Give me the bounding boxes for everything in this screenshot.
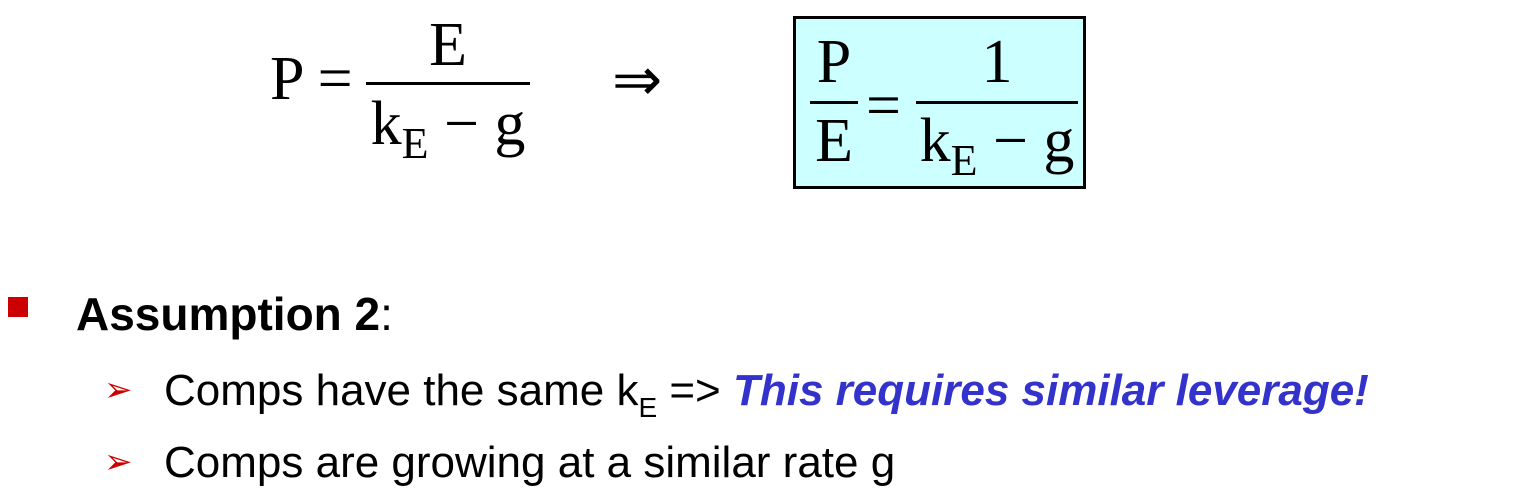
item-text: Comps are growing at a similar rate g [164,438,896,487]
assumption-label: Assumption 2 [76,288,381,340]
item-connector: => [657,366,733,415]
k-symbol: k [370,90,402,158]
assumption-heading: Assumption 2: [76,287,393,341]
square-bullet-icon [8,297,28,317]
formula1-numerator: E [429,11,467,79]
fraction-bar [366,82,530,85]
item-text: Comps have the same k [164,366,639,415]
denominator-rest: − g [428,90,526,158]
fraction-bar [810,101,858,104]
denominator-rest: − g [977,107,1075,175]
formula2-rhs-numerator: 1 [981,28,1013,96]
formula2-lhs-numerator: P [816,28,852,96]
formula2-lhs-denominator: E [815,107,853,175]
item-emphasis: This requires similar leverage! [732,366,1369,415]
assumption-colon: : [380,288,393,340]
k-subscript: E [401,119,429,168]
k-subscript: E [950,136,978,185]
formula2-rhs-fraction: 1 kE − g [916,28,1078,183]
implies-arrow: ⇒ [612,47,663,113]
arrow-bullet-icon: ➢ [104,443,133,481]
formula2-lhs-fraction: P E [810,31,858,172]
k-symbol: k [919,107,951,175]
k-subscript: E [638,392,658,423]
formula2-rhs-denominator: kE − g [919,107,1075,183]
formula1-denominator: kE − g [370,90,526,166]
equals-sign: = [866,72,901,140]
formula1-fraction: E kE − g [366,11,530,166]
formula1-lhs: P = [270,45,353,113]
highlighted-formula-box: P E = 1 kE − g [793,16,1086,189]
list-item: ➢ Comps are growing at a similar rate g [104,438,895,488]
arrow-bullet-icon: ➢ [104,371,133,409]
list-item: ➢ Comps have the same kE => This requires… [104,366,1369,423]
fraction-bar [916,101,1078,104]
